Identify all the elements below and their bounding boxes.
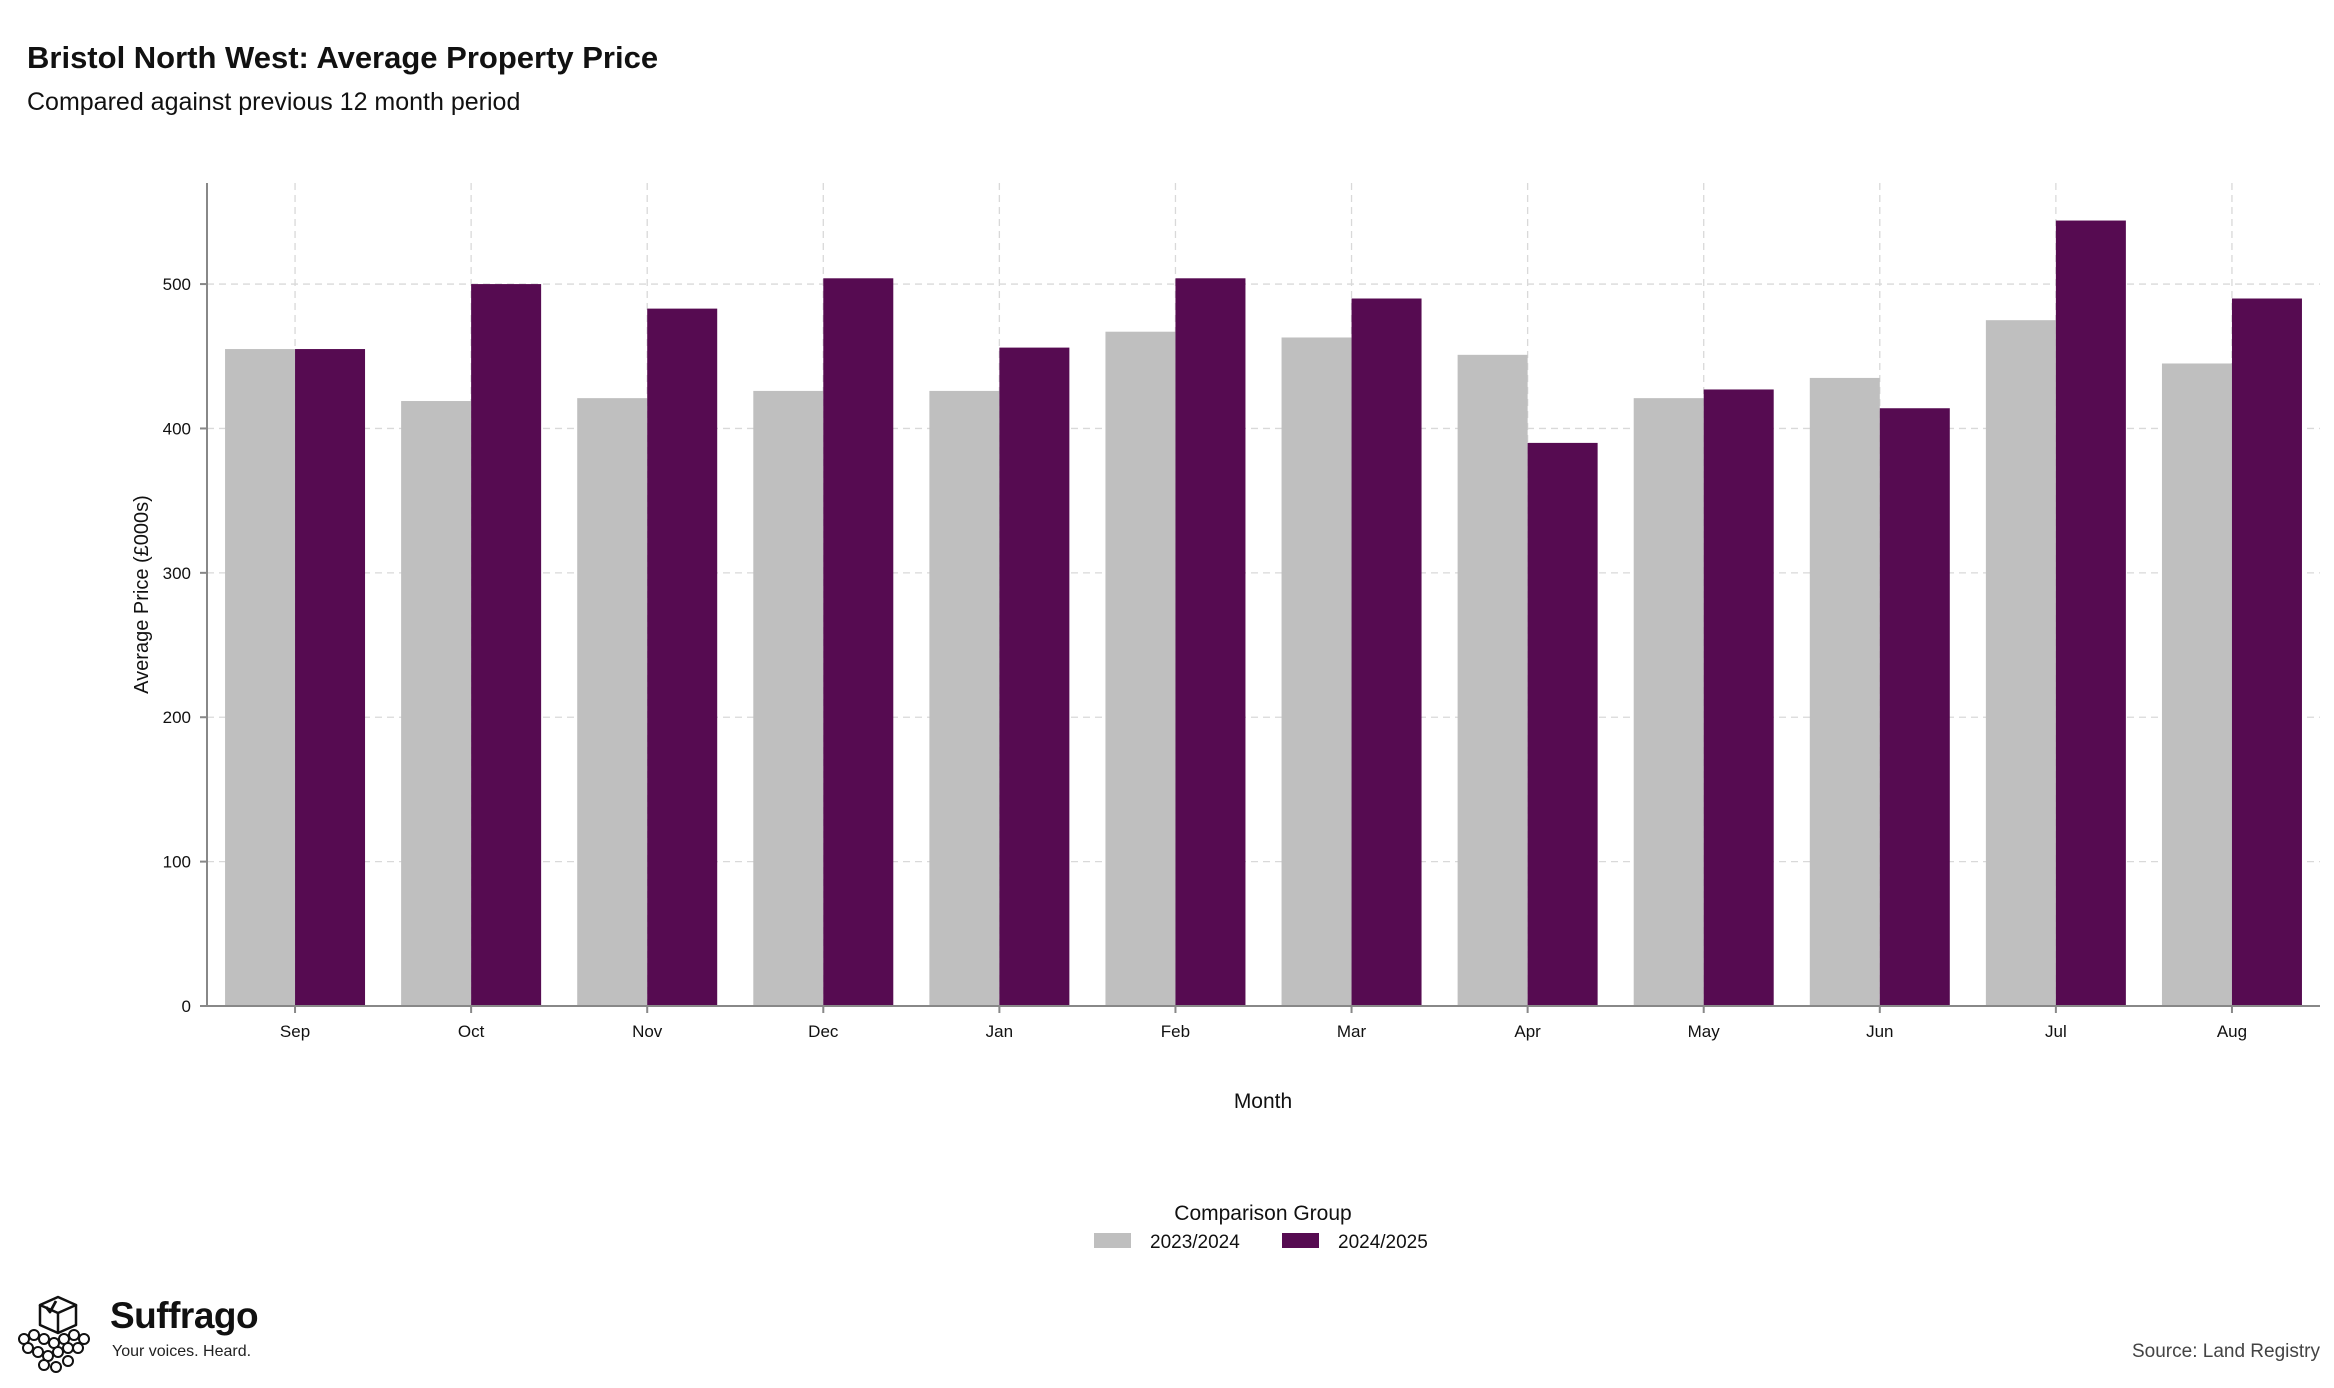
legend-label-2023/2024: 2023/2024	[1150, 1232, 1240, 1253]
x-tick-label: Aug	[2217, 1022, 2247, 1041]
source-note: Source: Land Registry	[2132, 1341, 2320, 1362]
legend-label-2024/2025: 2024/2025	[1338, 1232, 1428, 1253]
x-tick-label: Nov	[632, 1022, 663, 1041]
bar-2023/2024-Jun	[1809, 377, 1880, 1007]
x-tick-label: Dec	[808, 1022, 839, 1041]
y-tick-label: 300	[163, 564, 191, 583]
x-tick-label: Mar	[1337, 1022, 1367, 1041]
x-tick-label: Apr	[1514, 1022, 1541, 1041]
y-tick-label: 400	[163, 419, 191, 438]
legend-swatch-2024/2025	[1282, 1233, 1319, 1248]
y-tick-label: 200	[163, 708, 191, 727]
y-tick-label: 0	[182, 997, 191, 1016]
bar-2024/2025-Oct	[471, 284, 542, 1006]
x-tick-label: Jan	[986, 1022, 1013, 1041]
bar-2023/2024-May	[1633, 398, 1704, 1006]
bar-2023/2024-Oct	[401, 401, 472, 1006]
x-axis-label: Month	[1234, 1090, 1292, 1113]
legend-title: Comparison Group	[1174, 1202, 1351, 1225]
bar-2023/2024-Jul	[1985, 320, 2056, 1007]
ballot-box-icon	[18, 1295, 90, 1373]
bar-2024/2025-Jul	[2055, 220, 2126, 1006]
bar-2023/2024-Feb	[1105, 331, 1176, 1006]
x-tick-label: Oct	[458, 1022, 485, 1041]
bar-2024/2025-Dec	[823, 278, 894, 1006]
axes	[200, 183, 2320, 1013]
bar-2024/2025-Jun	[1879, 408, 1950, 1007]
legend-swatch-2023/2024	[1094, 1233, 1131, 1248]
x-tick-label: Sep	[280, 1022, 310, 1041]
bar-2024/2025-May	[1703, 389, 1774, 1006]
bar-2024/2025-Sep	[295, 349, 366, 1007]
x-tick-label: May	[1688, 1022, 1721, 1041]
y-axis-label: Average Price (£000s)	[131, 495, 153, 694]
bar-2023/2024-Sep	[225, 349, 296, 1007]
x-tick-label: Feb	[1161, 1022, 1190, 1041]
bar-2024/2025-Apr	[1527, 442, 1598, 1006]
chart-subtitle: Compared against previous 12 month perio…	[27, 88, 521, 116]
bar-2023/2024-Mar	[1281, 337, 1352, 1006]
bar-2023/2024-Apr	[1457, 354, 1528, 1006]
x-tick-label: Jul	[2045, 1022, 2067, 1041]
bar-2024/2025-Mar	[1351, 298, 1422, 1006]
brand-name: Suffrago	[110, 1295, 259, 1336]
y-tick-label: 100	[163, 853, 191, 872]
bar-2023/2024-Jan	[929, 390, 1000, 1007]
bars	[225, 220, 2302, 1007]
tick-labels: 0 100 200 300 400 500 Sep Oct Nov Dec Jan Feb Mar Apr…	[163, 275, 2247, 1041]
y-tick-label: 500	[163, 275, 191, 294]
legend: Comparison Group 2023/2024 2024/2025	[1094, 1202, 1428, 1253]
bar-2023/2024-Dec	[753, 390, 824, 1007]
bar-2024/2025-Nov	[647, 308, 718, 1006]
brand-logo: Suffrago Your voices. Heard.	[14, 1295, 274, 1375]
bar-2024/2025-Aug	[2231, 298, 2302, 1006]
bar-2023/2024-Nov	[577, 398, 648, 1006]
bar-2023/2024-Aug	[2161, 363, 2232, 1007]
x-tick-label: Jun	[1866, 1022, 1893, 1041]
brand-tagline: Your voices. Heard.	[112, 1343, 252, 1360]
bar-2024/2025-Feb	[1175, 278, 1246, 1006]
bar-2024/2025-Jan	[999, 347, 1070, 1007]
chart-title: Bristol North West: Average Property Pri…	[27, 40, 659, 75]
